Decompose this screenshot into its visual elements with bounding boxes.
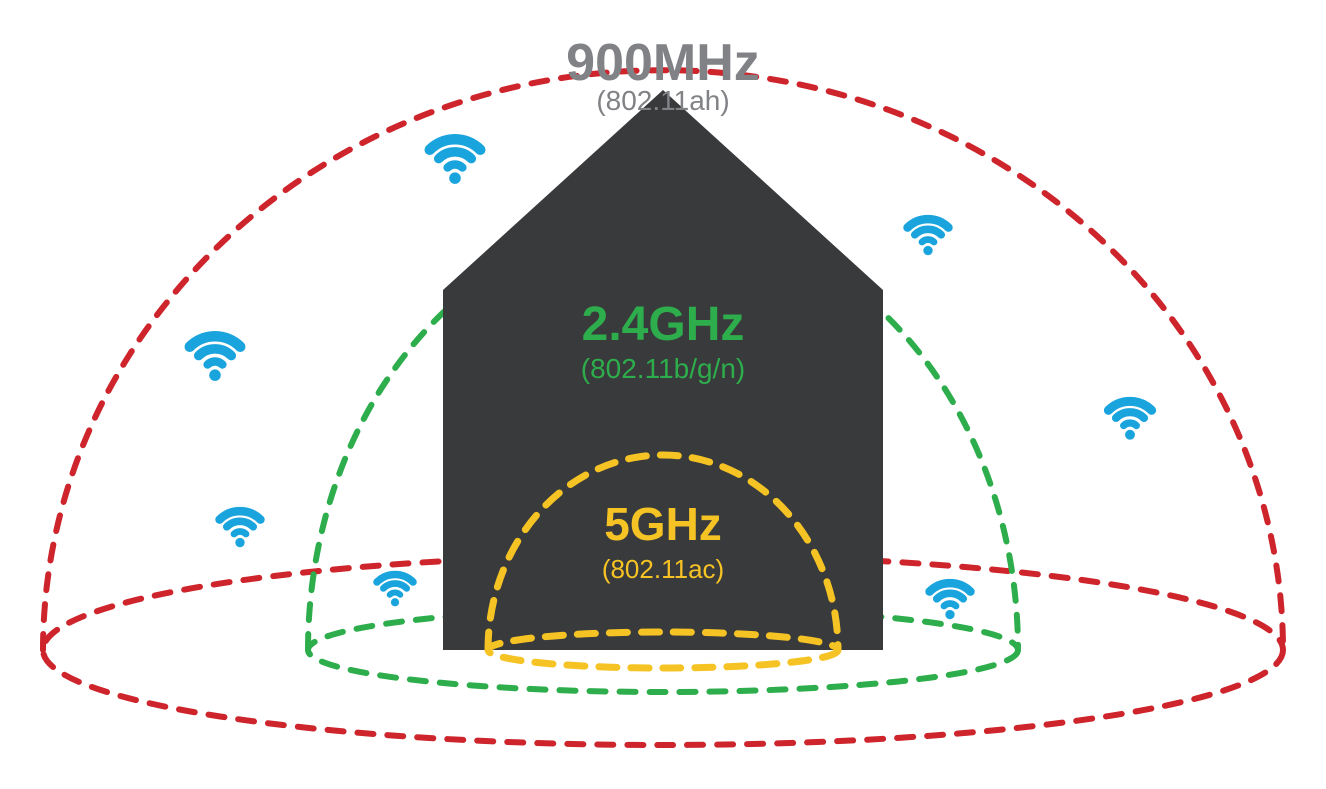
label-24ghz-main: 2.4GHz: [582, 298, 745, 351]
label-900mhz: 900MHz (802.11ah): [566, 34, 760, 116]
label-24ghz: 2.4GHz (802.11b/g/n): [581, 298, 746, 384]
wifi-icon: [908, 219, 949, 255]
wifi-icon: [377, 575, 413, 607]
label-900mhz-sub: (802.11ah): [596, 85, 729, 116]
wifi-range-diagram: 900MHz (802.11ah) 2.4GHz (802.11b/g/n) 5…: [0, 0, 1326, 789]
label-5ghz-sub: (802.11ac): [602, 554, 724, 584]
house-gable: [468, 122, 858, 300]
label-24ghz-sub: (802.11b/g/n): [581, 353, 746, 384]
label-5ghz: 5GHz (802.11ac): [602, 498, 724, 584]
wifi-icon: [1108, 401, 1151, 439]
wifi-icon: [190, 336, 240, 381]
wifi-icon: [220, 511, 261, 547]
wifi-icon: [430, 139, 480, 184]
label-5ghz-main: 5GHz: [604, 498, 722, 550]
wifi-icon: [930, 583, 971, 619]
label-900mhz-main: 900MHz: [566, 34, 760, 92]
